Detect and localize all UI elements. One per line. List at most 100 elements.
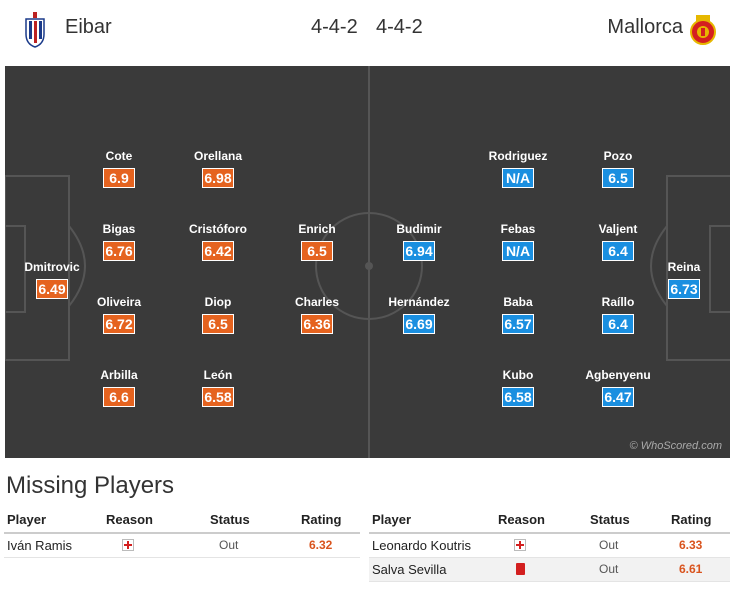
player-name: Enrich bbox=[298, 222, 336, 236]
player-name: Bigas bbox=[102, 222, 136, 236]
away-player[interactable]: Rodriguez N/A bbox=[473, 149, 563, 188]
player-name: Valjent bbox=[598, 222, 638, 236]
home-player[interactable]: Cote 6.9 bbox=[74, 149, 164, 188]
mallorca-crest-icon bbox=[690, 15, 716, 45]
home-team-name[interactable]: Eibar bbox=[65, 16, 112, 38]
home-player[interactable]: Enrich 6.5 bbox=[272, 222, 362, 261]
player-rating: 6.58 bbox=[502, 387, 534, 407]
home-missing-table: Player Reason Status Rating Iván Ramis O… bbox=[4, 508, 360, 558]
player-name: Hernández bbox=[388, 295, 450, 309]
away-player[interactable]: Kubo 6.58 bbox=[473, 368, 563, 407]
player-rating: 6.49 bbox=[36, 279, 68, 299]
home-player[interactable]: Arbilla 6.6 bbox=[74, 368, 164, 407]
column-status[interactable]: Status bbox=[590, 512, 630, 527]
table-row[interactable]: Leonardo Koutris Out 6.33 bbox=[369, 534, 730, 558]
away-player[interactable]: Agbenyenu 6.47 bbox=[573, 368, 663, 407]
player-rating: 6.47 bbox=[602, 387, 634, 407]
rating-value: 6.33 bbox=[679, 538, 703, 552]
player-name: Rodriguez bbox=[488, 149, 548, 163]
player-rating: 6.5 bbox=[301, 241, 333, 261]
away-missing-table: Player Reason Status Rating Leonardo Kou… bbox=[369, 508, 730, 582]
player-name: Oliveira bbox=[96, 295, 142, 309]
pitch: Cote 6.9 Orellana 6.98 Bigas 6.76 Cristó… bbox=[5, 66, 730, 458]
player-rating: 6.98 bbox=[202, 168, 234, 188]
player-rating: 6.5 bbox=[202, 314, 234, 334]
watermark: © WhoScored.com bbox=[629, 440, 722, 452]
player-name: León bbox=[203, 368, 233, 382]
away-player[interactable]: Hernández 6.69 bbox=[374, 295, 464, 334]
home-formation: 4-4-2 bbox=[311, 16, 358, 38]
player-rating: 6.57 bbox=[502, 314, 534, 334]
player-rating: 6.36 bbox=[301, 314, 333, 334]
missing-players-title: Missing Players bbox=[6, 472, 175, 499]
home-player[interactable]: Orellana 6.98 bbox=[173, 149, 263, 188]
player-rating: N/A bbox=[502, 168, 534, 188]
column-rating[interactable]: Rating bbox=[301, 512, 342, 527]
match-header: Eibar 4-4-2 4-4-2 Mallorca bbox=[0, 0, 730, 62]
player-name[interactable]: Leonardo Koutris bbox=[372, 538, 472, 553]
player-name: Diop bbox=[204, 295, 232, 309]
injury-icon bbox=[514, 539, 526, 551]
player-rating: 6.4 bbox=[602, 314, 634, 334]
player-name: Pozo bbox=[603, 149, 633, 163]
player-rating: 6.69 bbox=[403, 314, 435, 334]
player-name: Raíllo bbox=[601, 295, 635, 309]
status-value: Out bbox=[599, 562, 619, 576]
away-player[interactable]: Valjent 6.4 bbox=[573, 222, 663, 261]
home-player[interactable]: Diop 6.5 bbox=[173, 295, 263, 334]
away-player[interactable]: Febas N/A bbox=[473, 222, 563, 261]
pitch-lines bbox=[5, 66, 730, 458]
home-player[interactable]: León 6.58 bbox=[173, 368, 263, 407]
player-rating: 6.5 bbox=[602, 168, 634, 188]
rating-value: 6.32 bbox=[309, 538, 333, 552]
player-rating: 6.4 bbox=[602, 241, 634, 261]
column-reason[interactable]: Reason bbox=[498, 512, 545, 527]
player-rating: 6.72 bbox=[103, 314, 135, 334]
player-name: Orellana bbox=[193, 149, 243, 163]
red-card-icon bbox=[516, 563, 525, 575]
away-player[interactable]: Baba 6.57 bbox=[473, 295, 563, 334]
away-team-name[interactable]: Mallorca bbox=[607, 16, 683, 38]
player-rating: 6.94 bbox=[403, 241, 435, 261]
column-player[interactable]: Player bbox=[7, 512, 47, 527]
player-name: Dmitrovic bbox=[24, 260, 80, 274]
table-header: Player Reason Status Rating bbox=[369, 508, 730, 534]
player-rating: N/A bbox=[502, 241, 534, 261]
injury-icon bbox=[122, 539, 134, 551]
away-player[interactable]: Budimir 6.94 bbox=[374, 222, 464, 261]
column-player[interactable]: Player bbox=[372, 512, 412, 527]
player-name[interactable]: Iván Ramis bbox=[7, 538, 73, 553]
home-player[interactable]: Oliveira 6.72 bbox=[74, 295, 164, 334]
eibar-crest-icon bbox=[25, 12, 45, 48]
player-name: Baba bbox=[503, 295, 533, 309]
away-goalkeeper[interactable]: Reina 6.73 bbox=[639, 260, 729, 299]
away-formation: 4-4-2 bbox=[376, 16, 423, 38]
home-player[interactable]: Bigas 6.76 bbox=[74, 222, 164, 261]
player-rating: 6.58 bbox=[202, 387, 234, 407]
player-name: Budimir bbox=[396, 222, 442, 236]
home-player[interactable]: Charles 6.36 bbox=[272, 295, 362, 334]
table-row[interactable]: Iván Ramis Out 6.32 bbox=[4, 534, 360, 558]
table-header: Player Reason Status Rating bbox=[4, 508, 360, 534]
home-player[interactable]: Cristóforo 6.42 bbox=[173, 222, 263, 261]
player-rating: 6.6 bbox=[103, 387, 135, 407]
player-name[interactable]: Salva Sevilla bbox=[372, 562, 447, 577]
player-name: Febas bbox=[500, 222, 536, 236]
home-goalkeeper[interactable]: Dmitrovic 6.49 bbox=[7, 260, 97, 299]
column-rating[interactable]: Rating bbox=[671, 512, 712, 527]
player-name: Arbilla bbox=[100, 368, 138, 382]
away-player[interactable]: Pozo 6.5 bbox=[573, 149, 663, 188]
table-row[interactable]: Salva Sevilla Out 6.61 bbox=[369, 558, 730, 582]
player-rating: 6.9 bbox=[103, 168, 135, 188]
player-name: Cristóforo bbox=[189, 222, 247, 236]
player-rating: 6.73 bbox=[668, 279, 700, 299]
player-rating: 6.76 bbox=[103, 241, 135, 261]
away-player[interactable]: Raíllo 6.4 bbox=[573, 295, 663, 334]
status-value: Out bbox=[599, 538, 619, 552]
player-name: Charles bbox=[294, 295, 340, 309]
player-name: Cote bbox=[105, 149, 133, 163]
player-rating: 6.42 bbox=[202, 241, 234, 261]
column-status[interactable]: Status bbox=[210, 512, 250, 527]
player-name: Reina bbox=[667, 260, 701, 274]
column-reason[interactable]: Reason bbox=[106, 512, 153, 527]
